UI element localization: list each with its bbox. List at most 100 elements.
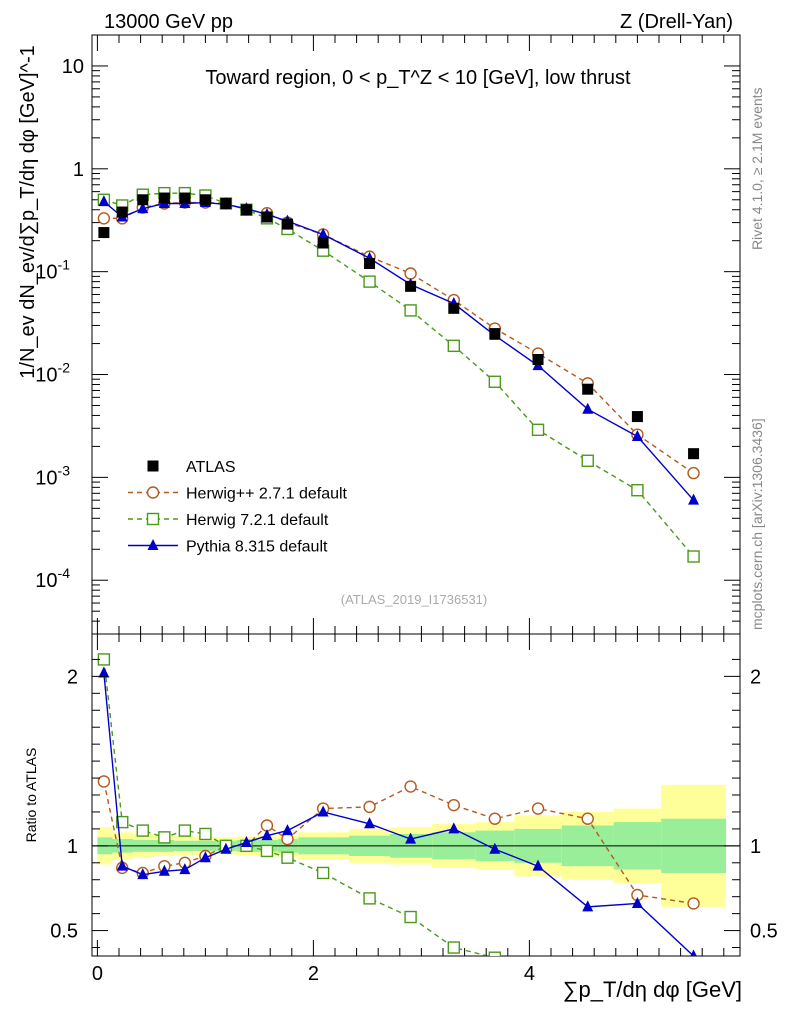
ratio-data-point [363,892,376,905]
y-tick-exponent: -2 [58,360,71,376]
ratio-data-point [116,815,129,829]
data-point [220,197,232,209]
data-point [158,192,170,204]
ratio-data-point [199,851,211,863]
process-label: Z (Drell-Yan) [620,11,733,33]
ratio-series-2 [98,666,697,956]
data-point [179,192,191,204]
data-point [137,202,149,214]
data-point [364,258,376,270]
ratio-y-tick-label-right: 2 [750,666,761,688]
ratio-data-point [687,897,700,910]
ratio-data-point [281,832,294,846]
ratio-panel: 0.5 0.5 1 1 2 2 [50,633,778,957]
data-point [687,550,700,563]
data-point [404,267,417,280]
legend-label: Herwig 7.2.1 default [186,512,329,529]
x-axis-label: ∑p_T/dη dφ [GeV] [563,977,742,1002]
ratio-data-point [363,800,376,814]
ratio-data-point [261,829,273,841]
legend-label: Herwig++ 2.7.1 default [186,486,348,503]
ratio-data-point [488,812,502,825]
y-tick-label: 10-1 [35,257,70,284]
data-point [489,328,501,340]
main-y-axis-label: 1/N_ev dN_ev/d∑p_T/dη dφ [GeV]^-1 [17,45,39,378]
data-point [98,195,110,207]
ratio-data-point [97,653,111,666]
ratio-data-point [281,824,293,836]
data-point [405,280,417,292]
data-point [448,302,460,314]
ratio-data-point [447,941,460,954]
data-point [97,212,111,225]
ratio-data-point [404,780,417,793]
ratio-data-point [317,805,329,817]
y-tick-label: 10-2 [35,360,70,387]
data-point [488,375,502,388]
ratio-data-point [690,949,697,956]
ratio-data-point [98,666,110,678]
data-point [581,454,594,467]
data-point [317,237,329,249]
y-tick-exponent: -3 [58,462,71,478]
data-point [631,429,643,441]
main-plot-frame [91,34,741,635]
data-point [363,275,376,288]
ratio-data-point [116,859,128,871]
ratio-data-point [582,900,594,912]
legend-marker [147,539,159,550]
ratio-data-point [281,851,294,864]
y-tick-exponent: -1 [58,257,71,273]
ratio-data-point [488,951,502,956]
data-point [317,227,329,239]
ratio-data-point [158,864,170,876]
ratio-series-group [97,653,700,956]
x-tick-label: 0 [92,963,103,985]
ratio-data-point [199,827,212,841]
data-point [531,423,545,437]
ratio-data-point [97,775,111,788]
main-y-axis-title: 1/N_ev dN_ev/d∑p_T/dη dφ [GeV]^-1 [17,45,39,378]
analysis-id: (ATLAS_2019_I1736531) [341,592,487,607]
ratio-data-point [178,824,192,837]
data-point [281,218,293,230]
data-point [532,353,544,365]
ratio-y-tick-label-right: 0.5 [750,921,778,943]
energy-label: 13000 GeV pp [104,11,233,33]
ratio-data-point [158,831,171,844]
data-point [404,304,417,317]
data-point [447,339,460,353]
ratio-data-point [531,802,545,815]
ratio-data-point [179,863,191,875]
data-point [687,466,700,480]
data-point [631,484,644,497]
ratio-data-point [405,832,417,844]
legend-label: ATLAS [186,459,236,476]
ratio-data-point [489,842,501,854]
ratio-data-point [136,824,149,837]
ratio-data-point [447,798,460,812]
data-point [688,448,700,460]
ratio-data-point [448,822,460,834]
x-tick-label: 4 [524,963,535,985]
ratio-data-point [631,896,643,908]
legend-label: Pythia 8.315 default [186,539,328,556]
data-point [688,493,700,505]
data-point [199,194,211,206]
ratio-data-point [260,844,274,858]
data-point [582,383,594,395]
ratio-data-point [220,842,232,854]
main-series-0 [98,192,700,460]
data-point [631,411,643,423]
ratio-data-point [404,910,417,924]
ratio-data-point [316,866,330,880]
mcplots-reference-label: mcplots.cern.ch [arXiv:1306.3436] [749,418,765,630]
data-point [240,204,252,216]
legend: ATLAS Herwig++ 2.7.1 default Herwig 7.2.1 … [128,459,348,556]
legend-marker [147,460,159,472]
legend-marker [146,486,160,499]
ratio-data-point [532,859,544,871]
data-point [261,211,273,223]
ratio-series-1 [97,653,502,956]
